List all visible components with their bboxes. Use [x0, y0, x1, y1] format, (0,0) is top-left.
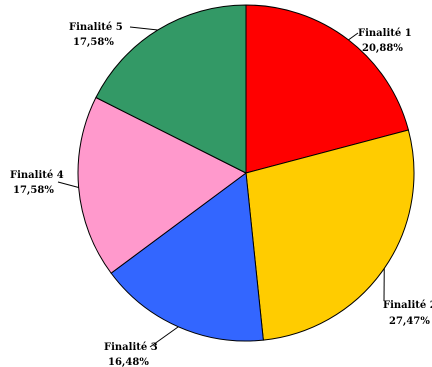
pie-slice-3: [110, 172, 264, 342]
label-name-finalite-3: Finalité 3: [104, 342, 158, 353]
label-value-finalite-4: 17,58%: [13, 185, 54, 196]
pie-slice-4: [77, 96, 247, 274]
label-value-finalite-5: 17,58%: [73, 37, 114, 48]
pie-slice-1: [245, 4, 410, 174]
label-value-finalite-3: 16,48%: [108, 357, 149, 367]
leader-line-4: [57, 181, 79, 188]
label-name-finalite-2: Finalité 2: [383, 300, 432, 311]
label-name-finalite-5: Finalité 5: [69, 22, 123, 33]
leader-line-5: [129, 26, 158, 31]
label-value-finalite-2: 27,47%: [389, 316, 430, 327]
pie-slice-2: [245, 129, 415, 341]
pie-slice-5: [95, 4, 247, 174]
leader-line-1: [348, 32, 359, 41]
label-name-finalite-1: Finalité 1: [358, 28, 412, 39]
leader-line-3: [149, 326, 179, 348]
label-value-finalite-1: 20,88%: [362, 43, 403, 54]
label-name-finalite-4: Finalité 4: [10, 170, 64, 181]
